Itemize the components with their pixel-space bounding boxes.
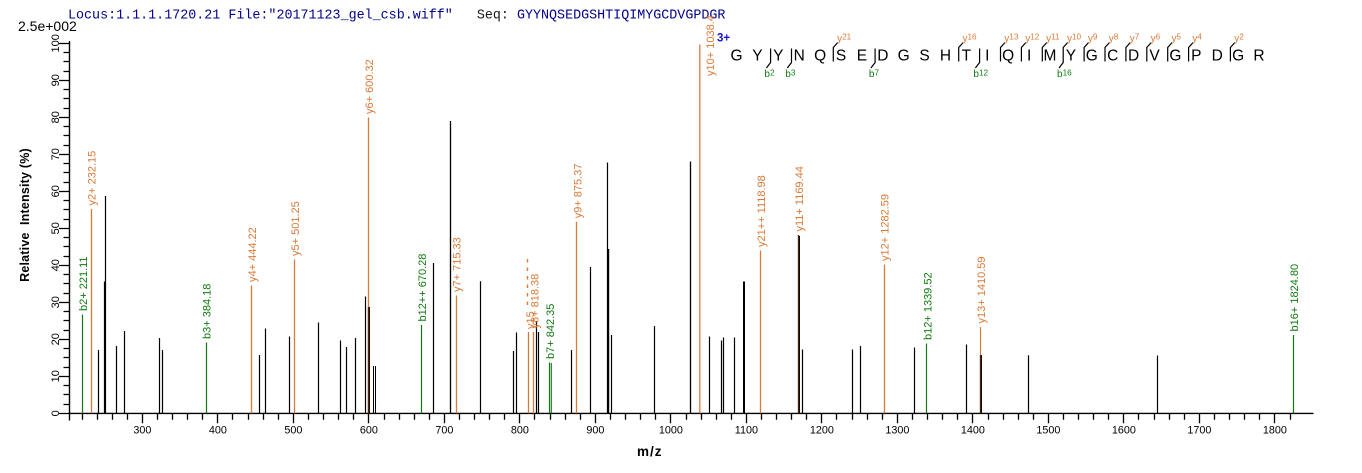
svg-text:V: V [1149, 48, 1160, 65]
svg-text:D: D [1212, 48, 1223, 65]
svg-text:y15: y15 [525, 311, 537, 329]
svg-text:b3: b3 [785, 69, 796, 81]
svg-text:M: M [1044, 48, 1057, 65]
svg-text:2.5e+002: 2.5e+002 [18, 18, 77, 34]
svg-text:Relative Intensity (%): Relative Intensity (%) [18, 148, 32, 282]
svg-text:Q: Q [814, 48, 826, 65]
svg-text:T: T [962, 48, 972, 65]
svg-text:b3+ 384.18: b3+ 384.18 [202, 284, 214, 339]
svg-text:Q: Q [1002, 48, 1014, 65]
svg-text:0: 0 [50, 410, 62, 416]
svg-text:G: G [1232, 48, 1244, 65]
svg-text:b12++ 670.28: b12++ 670.28 [417, 254, 429, 322]
svg-text:y9: y9 [1088, 33, 1098, 45]
svg-text:90: 90 [50, 74, 62, 86]
svg-text:1700: 1700 [1187, 425, 1211, 437]
svg-text:100: 100 [50, 34, 62, 52]
svg-text:70: 70 [50, 148, 62, 160]
svg-text:30: 30 [50, 296, 62, 308]
svg-text:1500: 1500 [1036, 425, 1060, 437]
svg-text:3+: 3+ [717, 33, 730, 45]
svg-text:800: 800 [511, 425, 529, 437]
svg-text:y8+ 818.38: y8+ 818.38 [529, 274, 541, 329]
svg-text:I: I [985, 48, 989, 65]
svg-text:y10+ 1038.4: y10+ 1038.4 [705, 15, 717, 76]
svg-text:y12+ 1282.59: y12+ 1282.59 [880, 194, 892, 261]
svg-text:Y: Y [752, 48, 762, 65]
svg-text:G: G [1169, 48, 1181, 65]
svg-text:400: 400 [209, 425, 227, 437]
svg-text:G: G [730, 48, 742, 65]
svg-text:700: 700 [435, 425, 453, 437]
svg-text:S: S [836, 48, 846, 65]
svg-text:1600: 1600 [1112, 425, 1136, 437]
svg-text:y21++ 1118.98: y21++ 1118.98 [756, 175, 768, 247]
svg-text:y5+ 501.25: y5+ 501.25 [290, 201, 302, 256]
svg-text:b7+ 842.35: b7+ 842.35 [545, 304, 557, 359]
svg-text:G: G [1086, 48, 1098, 65]
svg-text:C: C [1107, 48, 1118, 65]
svg-text:80: 80 [50, 111, 62, 123]
svg-text:50: 50 [50, 222, 62, 234]
svg-text:1300: 1300 [885, 425, 909, 437]
svg-text:y9+ 875.37: y9+ 875.37 [572, 164, 584, 219]
svg-text:Y: Y [1066, 48, 1076, 65]
svg-text:H: H [940, 48, 951, 65]
svg-text:R: R [1253, 48, 1264, 65]
svg-text:y11+ 1169.44: y11+ 1169.44 [794, 166, 806, 231]
svg-text:D: D [877, 48, 888, 65]
svg-text:y7+ 715.33: y7+ 715.33 [452, 237, 464, 292]
svg-text:20: 20 [50, 333, 62, 345]
svg-text:m/z: m/z [637, 444, 663, 459]
svg-text:y7: y7 [1130, 33, 1140, 45]
svg-text:b12+ 1339.52: b12+ 1339.52 [923, 272, 935, 340]
svg-text:y4+ 444.22: y4+ 444.22 [247, 227, 259, 282]
svg-text:b2+ 221.11: b2+ 221.11 [78, 256, 90, 311]
svg-text:500: 500 [284, 425, 302, 437]
svg-text:y8: y8 [1109, 33, 1119, 45]
svg-text:1000: 1000 [659, 425, 683, 437]
svg-text:y6+ 600.32: y6+ 600.32 [364, 59, 376, 114]
svg-text:60: 60 [50, 185, 62, 197]
svg-text:Y: Y [773, 48, 783, 65]
svg-text:y2+ 232.15: y2+ 232.15 [87, 151, 99, 206]
svg-text:b16+ 1824.80: b16+ 1824.80 [1289, 264, 1301, 332]
svg-text:900: 900 [586, 425, 604, 437]
svg-text:y6: y6 [1151, 33, 1161, 45]
svg-text:E: E [857, 48, 867, 65]
svg-text:1200: 1200 [810, 425, 834, 437]
svg-text:b7: b7 [869, 69, 880, 81]
svg-text:y13+ 1410.59: y13+ 1410.59 [976, 257, 988, 324]
svg-text:Locus:1.1.1.1720.21 File:"2017: Locus:1.1.1.1720.21 File:"20171123_gel_c… [68, 9, 725, 24]
svg-text:40: 40 [50, 259, 62, 271]
svg-text:b16: b16 [1057, 69, 1072, 81]
svg-text:1800: 1800 [1263, 425, 1287, 437]
svg-text:1100: 1100 [735, 425, 758, 437]
svg-text:600: 600 [360, 425, 378, 437]
svg-text:y4: y4 [1192, 33, 1202, 45]
svg-text:S: S [919, 48, 929, 65]
svg-text:b2: b2 [764, 69, 775, 81]
svg-text:D: D [1128, 48, 1139, 65]
svg-text:1400: 1400 [961, 425, 985, 437]
svg-text:y5: y5 [1172, 33, 1182, 45]
svg-text:N: N [794, 48, 805, 65]
svg-text:P: P [1191, 48, 1201, 65]
svg-text:I: I [1027, 48, 1031, 65]
svg-text:b12: b12 [973, 69, 988, 81]
svg-text:300: 300 [133, 425, 151, 437]
svg-text:G: G [898, 48, 910, 65]
svg-text:10: 10 [50, 370, 62, 382]
svg-text:y2: y2 [1234, 33, 1244, 45]
